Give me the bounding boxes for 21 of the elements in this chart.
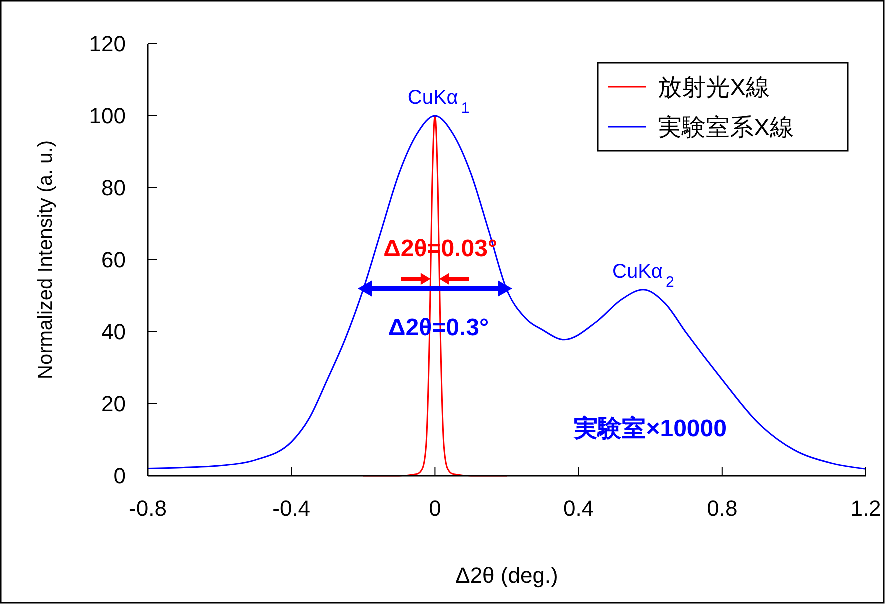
- y-axis-title: Normalized Intensity (a. u.): [35, 140, 57, 380]
- y-tick-label: 60: [102, 248, 126, 273]
- x-tick-label: 0.8: [707, 496, 738, 521]
- x-tick-label: -0.4: [272, 496, 311, 521]
- x-tick-label: 0.4: [564, 496, 594, 521]
- y-tick-label: 0: [114, 464, 126, 489]
- x-tick-label: 0: [429, 496, 442, 521]
- x-axis-title: Δ2θ (deg.): [456, 563, 558, 588]
- y-tick-label: 100: [89, 104, 126, 129]
- x-tick-label: 1.2: [850, 496, 882, 521]
- legend-label: 放射光X線: [658, 74, 770, 102]
- legend-label: 実験室系X線: [658, 114, 794, 142]
- annotation: CuKα$_{1}$: [408, 87, 470, 116]
- y-tick-label: 40: [102, 320, 126, 345]
- y-tick-label: 20: [102, 392, 126, 417]
- x-tick-label: -0.8: [129, 496, 167, 521]
- annotation: 実験室×10000: [573, 414, 727, 442]
- line-series: [147, 115, 867, 470]
- annotation: CuKα$_{2}$: [612, 260, 674, 290]
- y-tick-label: 120: [89, 32, 126, 57]
- y-tick-label: 80: [102, 176, 126, 201]
